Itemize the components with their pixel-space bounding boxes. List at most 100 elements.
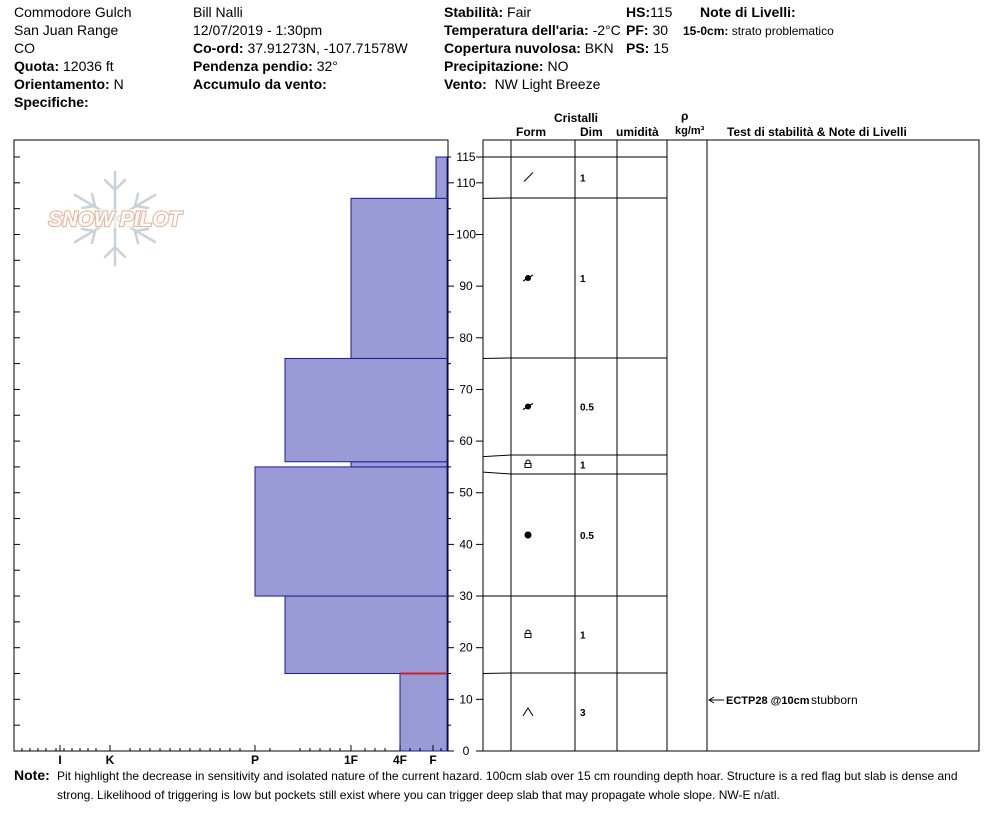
faceted-grain-icon [524, 633, 532, 638]
snowpilot-logo: SNOW PILOT [40, 170, 190, 267]
air-temp-value: -2°C [592, 22, 621, 38]
stability-label: Stabilità: [444, 4, 504, 20]
stability: Stabilità: Fair [444, 4, 531, 20]
cloud-cover-label: Copertura nuvolosa: [444, 40, 581, 56]
stability-test-label: ECTP28 @10cm [726, 695, 810, 707]
depth-tick-label: 90 [459, 279, 473, 293]
note-label: Note: [14, 767, 50, 783]
aspect-value: N [113, 76, 124, 92]
depth-tick-label: 30 [459, 589, 473, 603]
wind: Vento: NW Light Breeze [444, 76, 600, 92]
crystal-size: 1 [580, 174, 586, 185]
depth-tick-label: 115 [456, 150, 475, 164]
ps-label: PS: [626, 40, 650, 56]
snow-height: HS:115 [626, 4, 673, 20]
hardness-bar [284, 595, 448, 675]
precipitation-value: NO [547, 58, 569, 74]
col-umidita: umidità [616, 125, 659, 139]
pf: PF: 30 [626, 22, 669, 38]
elevation-value: 12036 ft [63, 58, 114, 74]
hardness-tick-label: F [429, 753, 436, 767]
hardness-tick-label: P [251, 753, 259, 767]
crystal-size: 3 [580, 708, 586, 719]
layer-note-depth: 15-0cm: [683, 24, 729, 38]
stability-test-annotation: ECTP28 @10cm stubborn [708, 693, 858, 707]
hardness-bar [284, 357, 448, 463]
aspect-label: Orientamento: [14, 76, 110, 92]
elevation: Quota: 12036 ft [14, 58, 114, 74]
profile-table-frame [482, 139, 980, 752]
layer-notes-label: Note di Livelli: [700, 4, 796, 20]
precipitation: Precipitazione: NO [444, 58, 568, 74]
observer: Bill Nalli [193, 4, 243, 20]
aspect: Orientamento: N [14, 76, 124, 92]
precipitation-label: Precipitazione: [444, 58, 544, 74]
hardness-axis: I K P 1F 4F F [21, 745, 442, 767]
mountain-range: San Juan Range [14, 22, 119, 38]
depth-axis: 0 10 20 30 40 50 60 70 80 90 100 110 115 [447, 140, 483, 758]
faceted-grain-top [525, 459, 531, 464]
depth-hoar-icon [522, 707, 534, 717]
crystal-size: 0.5 [580, 531, 594, 542]
coordinates-value: 37.91273N, -107.71578W [247, 40, 408, 56]
crystal-size: 1 [580, 461, 586, 472]
mixed-grain-stroke [522, 274, 534, 282]
rounded-grain-icon [524, 531, 532, 539]
coordinates-label: Co-ord: [193, 40, 244, 56]
slope-label: Pendenza pendio: [193, 58, 313, 74]
hardness-bar [350, 197, 448, 359]
left-axis-ticks [14, 156, 20, 752]
depth-tick-label: 100 [456, 227, 476, 241]
specifics-label: Specifiche: [14, 94, 89, 110]
depth-tick-label: 50 [459, 486, 473, 500]
hardness-bar [350, 461, 448, 468]
hardness-bar [254, 466, 448, 597]
coordinates: Co-ord: 37.91273N, -107.71578W [193, 40, 408, 56]
depth-tick-label: 60 [459, 434, 473, 448]
wind-label: Vento: [444, 76, 487, 92]
col-rho-unit: kg/m³ [675, 125, 705, 137]
hardness-tick-label: 4F [393, 753, 407, 767]
crystal-size: 1 [580, 631, 586, 642]
hardness-tick-label: K [106, 753, 115, 767]
ps: PS: 15 [626, 40, 669, 56]
air-temp: Temperatura dell'aria: -2°C [444, 22, 621, 38]
note-line-2: strong. Likelihood of triggering is low … [57, 788, 780, 802]
depth-tick-label: 110 [456, 176, 475, 190]
depth-tick-label: 10 [459, 692, 473, 706]
ps-value: 15 [653, 40, 669, 56]
crystal-rows: 1 1 0.5 1 0.5 1 3 [482, 156, 667, 719]
hardness-tick-label: I [58, 753, 61, 767]
cloud-cover: Copertura nuvolosa: BKN [444, 40, 614, 56]
hardness-bar [435, 156, 448, 199]
precip-particle-icon [523, 172, 534, 182]
col-stability: Test di stabilità & Note di Livelli [727, 125, 907, 139]
faceted-grain-top [525, 629, 531, 634]
wind-loading-label: Accumulo da vento: [193, 76, 327, 92]
layer-note-text: strato problematico [731, 24, 834, 38]
hardness-bar [399, 673, 448, 752]
slope: Pendenza pendio: 32° [193, 58, 338, 74]
depth-tick-label: 0 [463, 744, 470, 758]
depth-tick-label: 40 [459, 537, 473, 551]
note-line-1: Pit highlight the decrease in sensitivit… [57, 769, 958, 783]
crystal-row-connector [482, 471, 512, 475]
snow-profile-chart: SNOW PILOT I K P 1F 4F F 0 10 20 30 40 50 60 70 80 90 1… [13, 109, 980, 767]
pf-value: 30 [652, 22, 669, 38]
col-cristalli: Cristalli [554, 111, 598, 125]
wind-value: NW Light Breeze [494, 76, 601, 92]
location: Commodore Gulch [14, 4, 132, 20]
pf-label: PF: [626, 22, 649, 38]
elevation-label: Quota: [14, 58, 60, 74]
snow-height-value: 115 [650, 4, 673, 20]
mixed-grain-stroke [522, 402, 534, 411]
slope-value: 32° [316, 58, 338, 74]
crystal-size: 0.5 [580, 403, 594, 414]
hardness-tick-label: 1F [344, 753, 358, 767]
air-temp-label: Temperatura dell'aria: [444, 22, 589, 38]
col-form: Form [516, 125, 546, 139]
depth-tick-label: 70 [459, 382, 473, 396]
hardness-bars [254, 156, 448, 752]
crystal-row-connector [482, 454, 512, 458]
faceted-grain-icon [524, 463, 532, 468]
